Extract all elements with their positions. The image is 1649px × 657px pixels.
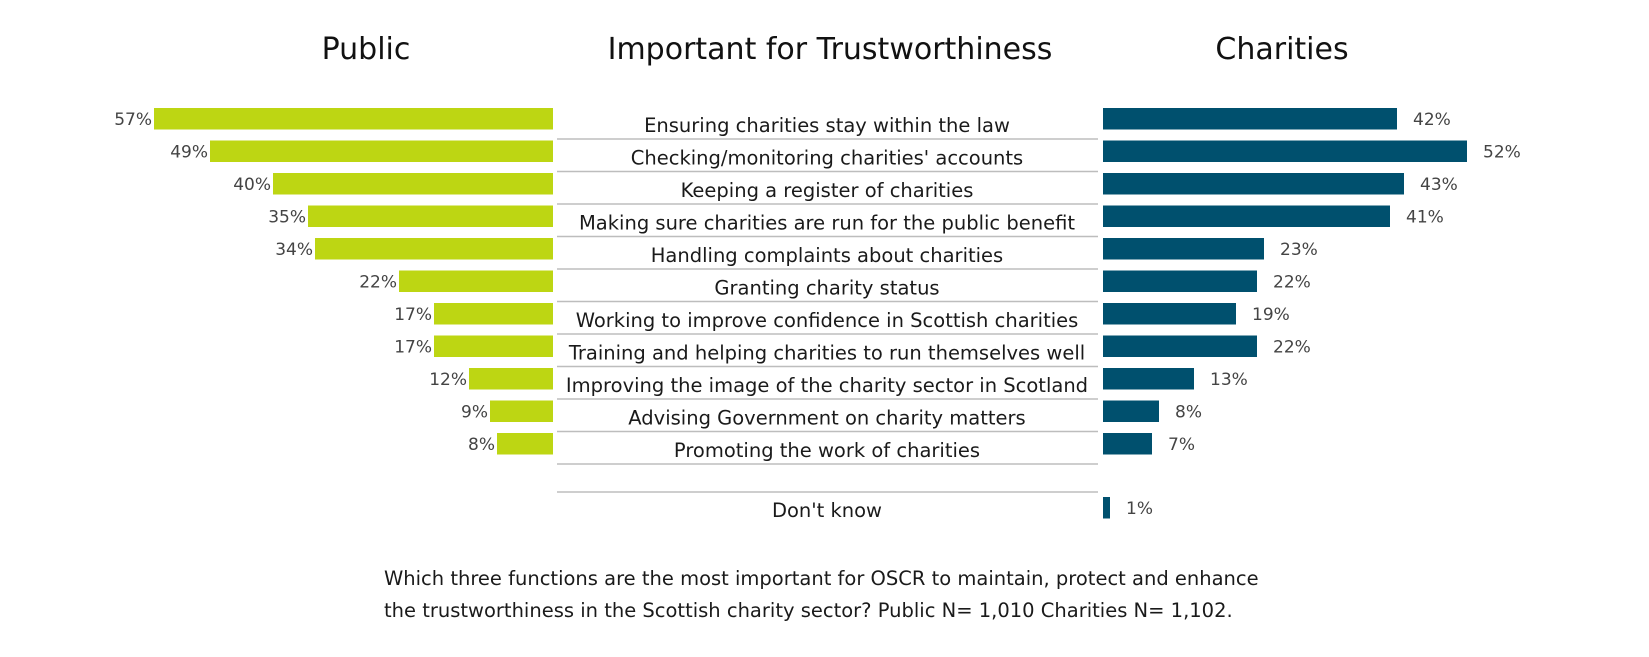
charities-value-label: 42%: [1413, 110, 1451, 130]
charities-bar: [1103, 335, 1257, 357]
category-label: Granting charity status: [714, 277, 939, 300]
public-value-label: 9%: [461, 402, 488, 422]
public-value-label: 17%: [394, 337, 432, 357]
public-bar: [315, 238, 553, 260]
charities-value-label: 19%: [1252, 305, 1290, 325]
public-bar: [210, 140, 553, 162]
public-bar: [490, 400, 553, 422]
public-value-label: 40%: [233, 175, 271, 195]
public-bar: [469, 368, 553, 390]
public-value-label: 57%: [114, 110, 152, 130]
category-label: Promoting the work of charities: [674, 439, 980, 462]
category-label: Ensuring charities stay within the law: [644, 114, 1010, 137]
category-label: Advising Government on charity matters: [628, 407, 1025, 430]
public-value-label: 17%: [394, 305, 432, 325]
public-value-label: 49%: [170, 142, 208, 162]
public-bar: [308, 205, 553, 227]
charities-value-label: 13%: [1210, 370, 1248, 390]
public-bar: [434, 335, 553, 357]
public-value-label: 34%: [275, 240, 313, 260]
charities-bar: [1103, 173, 1404, 195]
public-bar: [497, 433, 553, 455]
footnote-line-1: Which three functions are the most impor…: [384, 567, 1259, 590]
footnote-line-2: the trustworthiness in the Scottish char…: [384, 599, 1233, 622]
public-bar: [434, 303, 553, 325]
charities-bar: [1103, 400, 1159, 422]
charities-series: 42% 52% 43% 41% 23% 22% 19% 22% 13% 8% 7% 1%: [1103, 108, 1521, 519]
charities-bar: [1103, 303, 1236, 325]
public-value-label: 12%: [429, 370, 467, 390]
public-value-label: 8%: [468, 435, 495, 455]
category-label: Improving the image of the charity secto…: [566, 374, 1088, 397]
charities-bar: [1103, 238, 1264, 260]
charities-value-label: 22%: [1273, 272, 1311, 292]
charities-value-label: 1%: [1126, 499, 1153, 519]
category-label: Checking/monitoring charities' accounts: [631, 147, 1023, 170]
charities-value-label: 7%: [1168, 435, 1195, 455]
category-label: Handling complaints about charities: [651, 244, 1003, 267]
charities-value-label: 52%: [1483, 142, 1521, 162]
charities-value-label: 43%: [1420, 175, 1458, 195]
category-label: Working to improve confidence in Scottis…: [576, 309, 1079, 332]
category-labels: Ensuring charities stay within the law Ch…: [557, 114, 1098, 522]
charities-heading: Charities: [1215, 32, 1348, 67]
public-value-label: 35%: [268, 207, 306, 227]
category-label: Training and helping charities to run th…: [568, 342, 1085, 365]
category-label: Making sure charities are run for the pu…: [579, 212, 1075, 235]
charities-value-label: 23%: [1280, 240, 1318, 260]
charities-bar: [1103, 497, 1110, 519]
charities-bar: [1103, 205, 1390, 227]
public-bar: [273, 173, 553, 195]
public-series: 57% 49% 40% 35% 34% 22% 17% 17% 12% 9% 8%: [114, 108, 553, 455]
charities-bar: [1103, 368, 1194, 390]
charities-value-label: 8%: [1175, 402, 1202, 422]
category-label: Don't know: [772, 499, 882, 522]
charities-value-label: 22%: [1273, 337, 1311, 357]
public-heading: Public: [322, 32, 411, 67]
charities-bar: [1103, 270, 1257, 292]
charities-bar: [1103, 433, 1152, 455]
footnote: Which three functions are the most impor…: [384, 563, 1384, 627]
public-bar: [399, 270, 553, 292]
public-value-label: 22%: [359, 272, 397, 292]
category-label: Keeping a register of charities: [681, 179, 974, 202]
charities-bar: [1103, 108, 1397, 130]
charities-value-label: 41%: [1406, 207, 1444, 227]
public-bar: [154, 108, 553, 130]
charities-bar: [1103, 140, 1467, 162]
chart-title: Important for Trustworthiness: [608, 32, 1053, 67]
